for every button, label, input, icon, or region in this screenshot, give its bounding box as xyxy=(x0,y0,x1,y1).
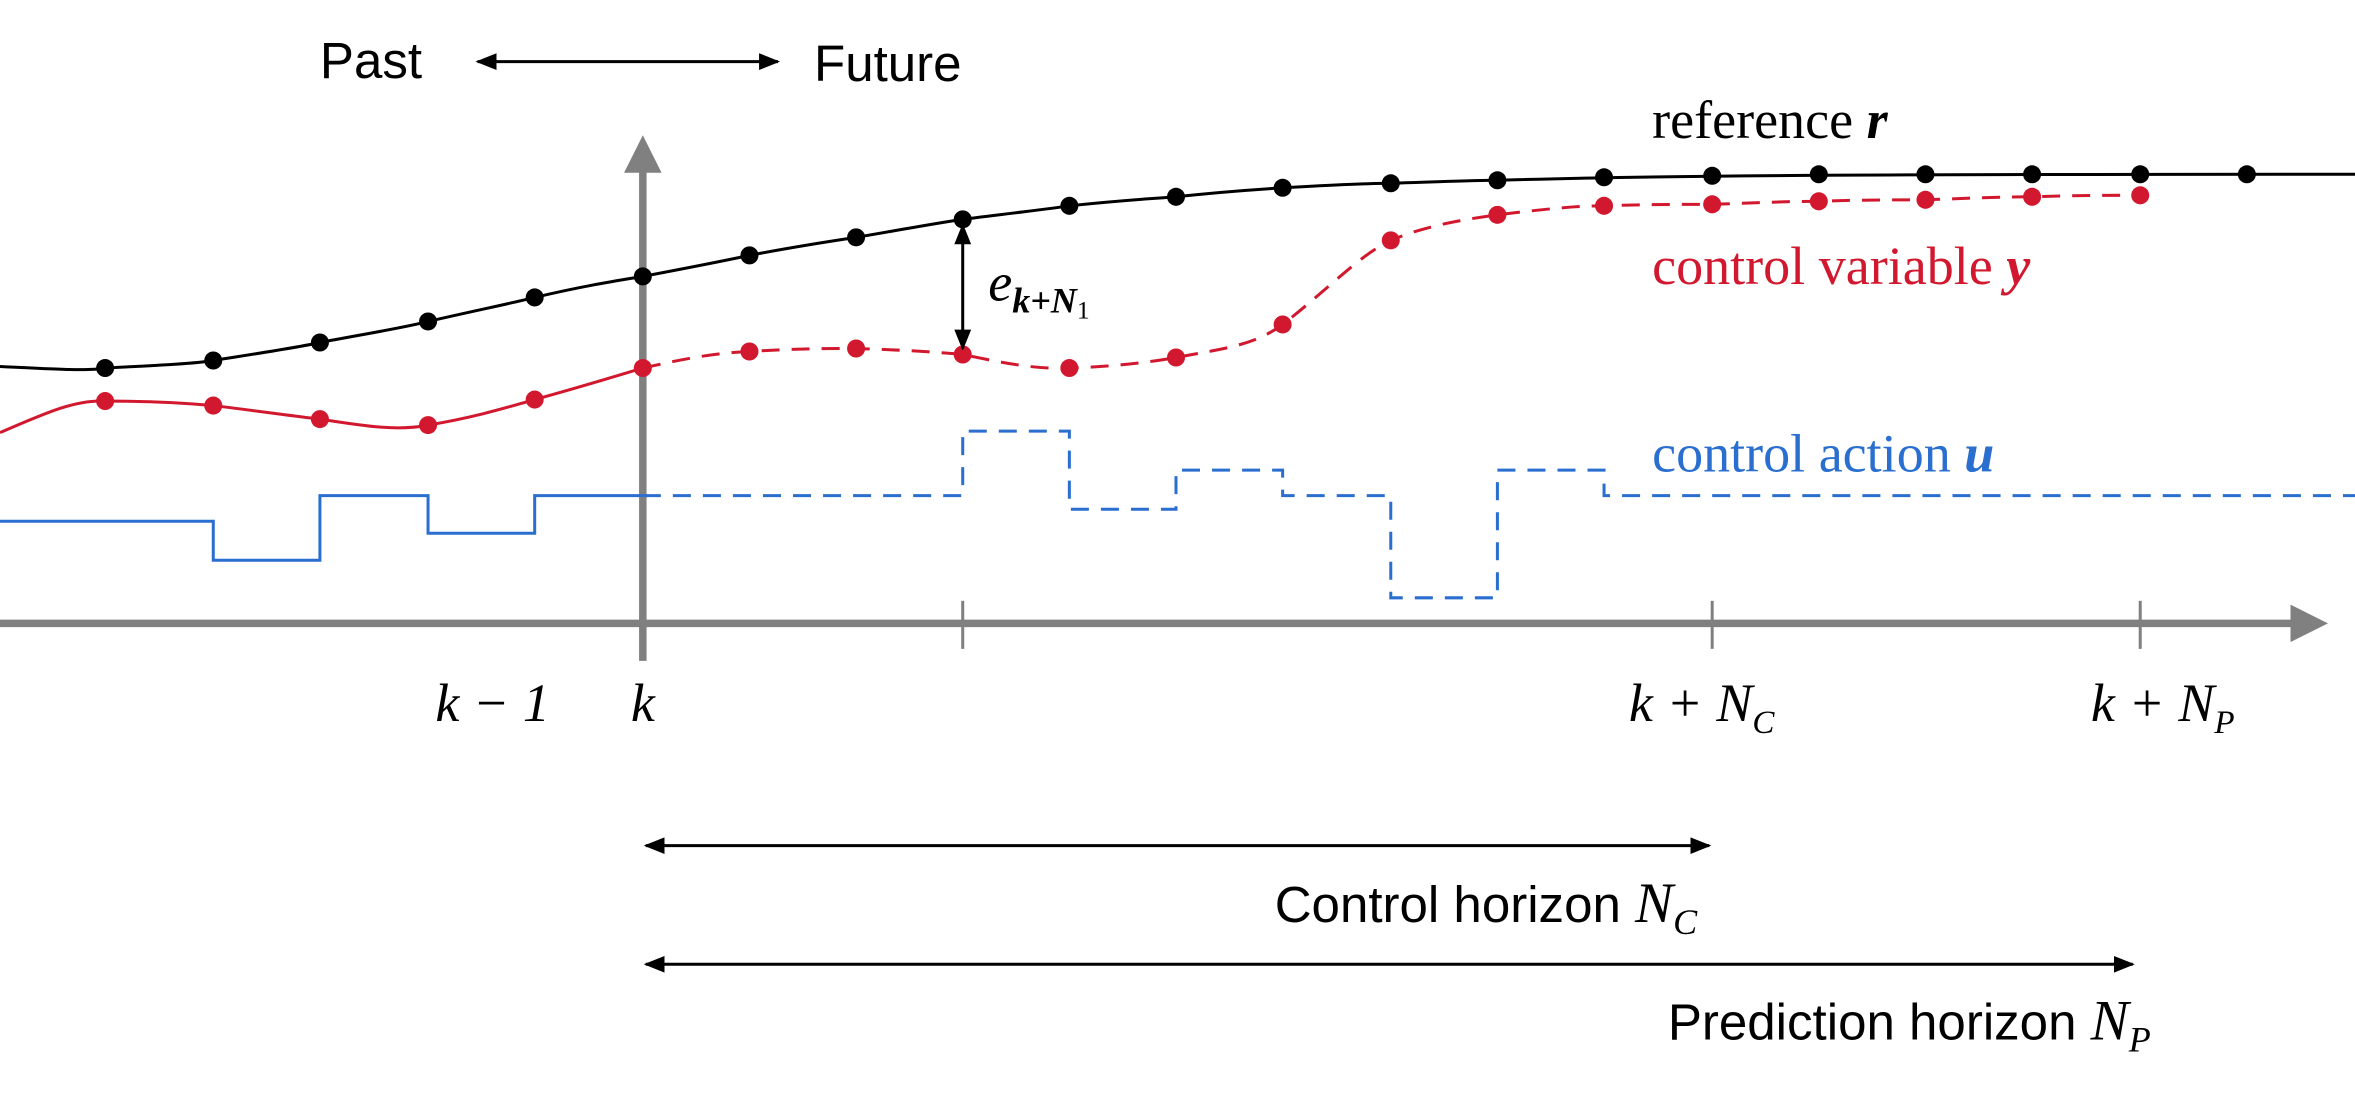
tick-sub: P xyxy=(2213,705,2234,741)
error-subsub: 1 xyxy=(1077,295,1090,324)
axis-ticks xyxy=(961,600,2142,649)
horizon-sub: P xyxy=(2128,1019,2151,1059)
input-past-steps xyxy=(0,494,643,562)
output-label: control variable y xyxy=(1652,236,2031,296)
tick-label: k xyxy=(631,673,656,733)
reference-text: reference xyxy=(1652,90,1853,150)
horizon-text: Prediction horizon xyxy=(1668,993,2091,1050)
input-label: control action u xyxy=(1652,424,1994,484)
input-predicted-steps xyxy=(642,429,2355,600)
future-label: Future xyxy=(814,35,962,92)
reference-symbol: r xyxy=(1867,90,1889,150)
tick-label: k + NP xyxy=(2091,673,2235,741)
past-label: Past xyxy=(320,32,422,89)
tick-text: k + N xyxy=(1629,673,1755,733)
horizon-sub: C xyxy=(1673,902,1698,942)
horizon-symbol: N xyxy=(2090,989,2132,1052)
reference-label: reference r xyxy=(1652,90,1888,150)
error-label: ek+N1 xyxy=(988,252,1089,324)
horizon-text: Control horizon xyxy=(1275,876,1635,933)
tick-text: k + N xyxy=(2091,673,2217,733)
input-symbol: u xyxy=(1964,424,1994,484)
tick-sub: C xyxy=(1752,705,1775,741)
output-symbol: y xyxy=(2000,236,2031,296)
error-subscript: k+N xyxy=(1012,280,1079,320)
tick-label: k + NC xyxy=(1629,673,1776,741)
prediction-horizon-label: Prediction horizon NP xyxy=(1668,989,2151,1059)
horizon-symbol: N xyxy=(1634,872,1676,935)
reference-curve xyxy=(0,172,2355,372)
tick-label: k − 1 xyxy=(435,673,550,733)
tick-labels: k − 1 k k + NC k + NP xyxy=(435,673,2234,741)
output-text: control variable xyxy=(1652,236,1993,296)
reference-samples xyxy=(96,165,2256,378)
error-symbol: e xyxy=(988,252,1012,312)
input-text: control action xyxy=(1652,424,1951,484)
output-samples xyxy=(96,186,2150,435)
control-horizon-label: Control horizon NC xyxy=(1275,872,1698,942)
